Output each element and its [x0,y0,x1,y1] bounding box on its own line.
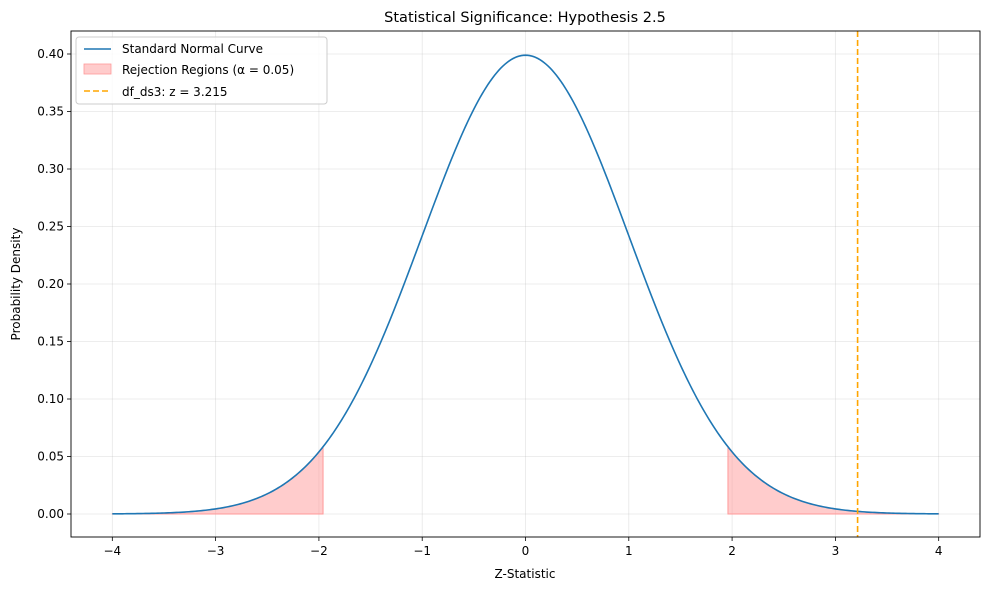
normal-curve-line [112,54,939,515]
legend-fill-swatch [83,63,112,75]
series-layer [112,31,939,537]
x-tick-label: 4 [935,544,943,558]
x-tick-label: 1 [625,544,633,558]
x-tick-label: −3 [207,544,225,558]
y-axis-title: Probability Density [9,228,23,341]
legend-box [75,36,328,105]
y-tick-label: 0.30 [37,162,64,176]
y-tick-label: 0.20 [37,277,64,291]
legend-label-test-stat: df_ds3: z = 3.215 [122,85,228,99]
chart-title: Statistical Significance: Hypothesis 2.5 [384,10,666,26]
y-tick-label: 0.10 [37,392,64,406]
x-tick-label: 2 [728,544,736,558]
x-tick-label: −4 [103,544,121,558]
x-axis-title: Z-Statistic [495,567,556,581]
y-tick-label: 0.15 [37,335,64,349]
y-tick-label: 0.40 [37,47,64,61]
x-tick-label: −2 [310,544,328,558]
y-tick-label: 0.05 [37,450,64,464]
y-tick-label: 0.00 [37,507,64,521]
y-tick-label: 0.35 [37,105,64,119]
legend: Standard Normal Curve Rejection Regions … [75,36,328,105]
x-tick-label: 0 [522,544,530,558]
x-tick-label: 3 [832,544,840,558]
legend-label-rejection: Rejection Regions (α = 0.05) [122,63,294,77]
x-tick-label: −1 [413,544,431,558]
y-tick-label: 0.25 [37,220,64,234]
y-axis: 0.00 0.05 0.10 0.15 0.20 0.25 0.30 0.35 0.40 [37,47,71,521]
x-axis: −4 −3 −2 −1 0 1 2 3 4 [103,537,943,558]
legend-label-curve: Standard Normal Curve [122,42,263,56]
